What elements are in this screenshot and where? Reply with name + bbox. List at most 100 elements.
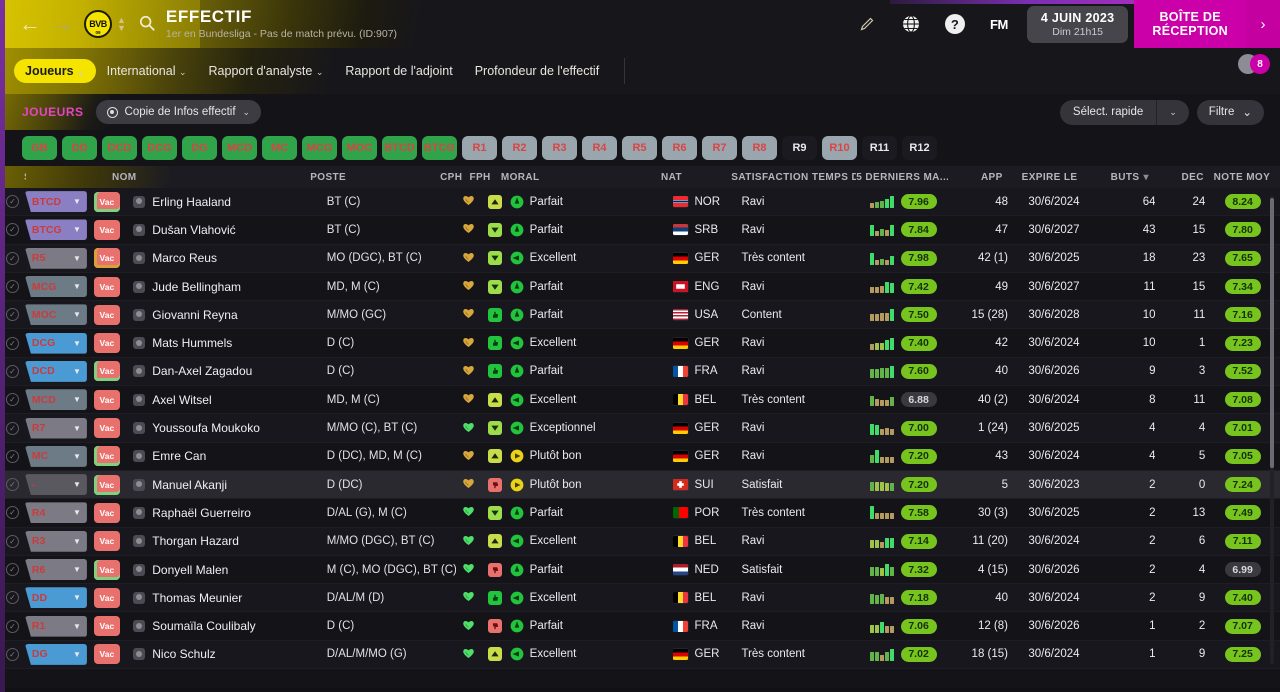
role-dropdown[interactable]: DD ▼: [24, 587, 87, 609]
col-header-note-moy[interactable]: NOTE MOY: [1213, 171, 1271, 183]
player-name-cell[interactable]: Youssoufa Moukoko: [130, 421, 326, 435]
col-header-sel[interactable]: SÉL: [0, 172, 26, 183]
player-name-cell[interactable]: Dan-Axel Zagadou: [130, 364, 326, 378]
quick-select-control[interactable]: Sélect. rapide ⌄: [1059, 99, 1189, 125]
status-badge[interactable]: Vac: [93, 389, 120, 410]
select-checkbox[interactable]: ✓: [5, 534, 19, 548]
table-row[interactable]: ✓ MOC ▼ Vac Giovanni Reyna M/MO (GC) Parfait US…: [0, 301, 1280, 330]
club-switch-arrows-icon[interactable]: ▲ ▼: [117, 15, 126, 33]
player-name-cell[interactable]: Thomas Meunier: [130, 591, 326, 605]
table-row[interactable]: ✓ R4 ▼ Vac Raphaël Guerreiro D/AL (G), M (C) P…: [0, 499, 1280, 528]
inbox-next-arrow-icon[interactable]: ›: [1246, 0, 1280, 48]
position-chip-r5[interactable]: R5: [622, 136, 657, 160]
select-checkbox[interactable]: ✓: [5, 647, 19, 661]
player-name-cell[interactable]: Thorgan Hazard: [130, 534, 326, 548]
select-checkbox[interactable]: ✓: [5, 478, 19, 492]
position-chip-r1[interactable]: R1: [462, 136, 497, 160]
player-name-cell[interactable]: Giovanni Reyna: [130, 308, 326, 322]
status-badge[interactable]: Vac: [93, 616, 120, 637]
position-chip-r10[interactable]: R10: [822, 136, 857, 160]
table-row[interactable]: ✓ DD ▼ Vac Thomas Meunier D/AL/M (D) Excellent…: [0, 584, 1280, 613]
select-checkbox[interactable]: ✓: [5, 364, 19, 378]
role-cell[interactable]: R3 ▼: [24, 530, 94, 552]
table-row[interactable]: ✓ DCG ▼ Vac Mats Hummels D (C) Excellent GER Rav…: [0, 329, 1280, 358]
role-dropdown[interactable]: MCD ▼: [24, 389, 87, 411]
position-chip-dcg[interactable]: DCG: [142, 136, 177, 160]
select-checkbox[interactable]: ✓: [5, 421, 19, 435]
role-cell[interactable]: DG ▼: [24, 643, 94, 665]
role-dropdown[interactable]: - ▼: [24, 474, 87, 496]
select-checkbox[interactable]: ✓: [5, 506, 19, 520]
player-name-cell[interactable]: Marco Reus: [130, 251, 326, 265]
position-chip-r3[interactable]: R3: [542, 136, 577, 160]
player-name-cell[interactable]: Mats Hummels: [130, 336, 326, 350]
role-cell[interactable]: MOC ▼: [24, 304, 94, 326]
table-row[interactable]: ✓ R1 ▼ Vac Soumaïla Coulibaly D (C) Parfait FRA…: [0, 612, 1280, 641]
row-select-cell[interactable]: ✓: [0, 506, 25, 520]
row-select-cell[interactable]: ✓: [0, 478, 25, 492]
status-badge[interactable]: Vac: [93, 587, 120, 608]
position-chip-r9[interactable]: R9: [782, 136, 817, 160]
position-chip-dcd[interactable]: DCD: [102, 136, 137, 160]
role-cell[interactable]: DCD ▼: [24, 360, 94, 382]
col-header-sta[interactable]: STA: [26, 172, 108, 183]
pencil-icon[interactable]: [845, 0, 889, 48]
player-name-cell[interactable]: Axel Witsel: [130, 393, 326, 407]
role-dropdown[interactable]: R3 ▼: [24, 530, 87, 552]
table-row[interactable]: ✓ MC ▼ Vac Emre Can D (DC), MD, M (C) Plutôt b…: [0, 442, 1280, 471]
status-badge[interactable]: Vac: [93, 474, 120, 495]
view-selector-dropdown[interactable]: Copie de Infos effectif ⌄: [95, 100, 262, 124]
player-name-cell[interactable]: Jude Bellingham: [130, 280, 326, 294]
col-header-nat[interactable]: NAT: [660, 171, 682, 183]
help-icon[interactable]: ?: [933, 0, 977, 48]
menu-item-profondeur-effectif[interactable]: Profondeur de l'effectif: [464, 59, 610, 83]
status-cell[interactable]: Vac: [93, 446, 130, 467]
table-row[interactable]: ✓ DG ▼ Vac Nico Schulz D/AL/M/MO (G) Excellent…: [0, 640, 1280, 670]
status-badge[interactable]: Vac: [93, 361, 120, 382]
table-row[interactable]: ✓ BTCG ▼ Vac Dušan Vlahović BT (C) Parfait SRB R…: [0, 216, 1280, 245]
col-header-satisfaction[interactable]: SATISFACTION TEMPS DE JEU: [731, 171, 857, 183]
status-cell[interactable]: Vac: [93, 644, 130, 665]
role-cell[interactable]: R5 ▼: [24, 247, 94, 269]
status-cell[interactable]: Vac: [93, 304, 130, 325]
table-row[interactable]: ✓ - ▼ Vac Manuel Akanji D (DC) Plutôt bon SUI Sa…: [0, 470, 1280, 500]
position-chip-mcg[interactable]: MCG: [302, 136, 337, 160]
player-name-cell[interactable]: Emre Can: [130, 449, 326, 463]
position-chip-btcg[interactable]: BTCG: [422, 136, 457, 160]
menu-item-joueurs[interactable]: Joueurs ⌄: [14, 59, 96, 83]
globe-icon[interactable]: [889, 0, 933, 48]
position-chip-r2[interactable]: R2: [502, 136, 537, 160]
col-header-nom[interactable]: NOM: [111, 171, 137, 183]
status-badge[interactable]: Vac: [93, 191, 120, 212]
status-cell[interactable]: Vac: [93, 616, 130, 637]
status-cell[interactable]: Vac: [93, 219, 130, 240]
col-header-app[interactable]: APP: [980, 171, 1003, 183]
select-checkbox[interactable]: ✓: [5, 280, 19, 294]
role-cell[interactable]: R4 ▼: [24, 502, 94, 524]
select-checkbox[interactable]: ✓: [5, 251, 19, 265]
role-cell[interactable]: BTCG ▼: [24, 219, 94, 241]
role-cell[interactable]: R1 ▼: [24, 615, 94, 637]
select-checkbox[interactable]: ✓: [5, 619, 19, 633]
status-badge[interactable]: Vac: [93, 219, 120, 240]
row-select-cell[interactable]: ✓: [0, 364, 25, 378]
select-checkbox[interactable]: ✓: [5, 223, 19, 237]
player-name-cell[interactable]: Manuel Akanji: [130, 478, 326, 492]
select-checkbox[interactable]: ✓: [5, 393, 19, 407]
select-checkbox[interactable]: ✓: [5, 336, 19, 350]
role-cell[interactable]: MCD ▼: [24, 389, 94, 411]
quick-select-label[interactable]: Sélect. rapide: [1072, 106, 1144, 118]
role-cell[interactable]: MC ▼: [24, 445, 94, 467]
row-select-cell[interactable]: ✓: [0, 619, 25, 633]
role-dropdown[interactable]: MCG ▼: [24, 276, 87, 298]
position-chip-r4[interactable]: R4: [582, 136, 617, 160]
row-select-cell[interactable]: ✓: [0, 563, 25, 576]
position-chip-r12[interactable]: R12: [902, 136, 937, 160]
select-checkbox[interactable]: ✓: [5, 195, 19, 209]
player-name-cell[interactable]: Dušan Vlahović: [130, 223, 326, 237]
status-badge[interactable]: Vac: [93, 333, 120, 354]
row-select-cell[interactable]: ✓: [0, 534, 25, 548]
status-badge[interactable]: Vac: [93, 276, 120, 297]
role-dropdown[interactable]: DG ▼: [24, 643, 87, 665]
role-cell[interactable]: DD ▼: [24, 587, 94, 609]
